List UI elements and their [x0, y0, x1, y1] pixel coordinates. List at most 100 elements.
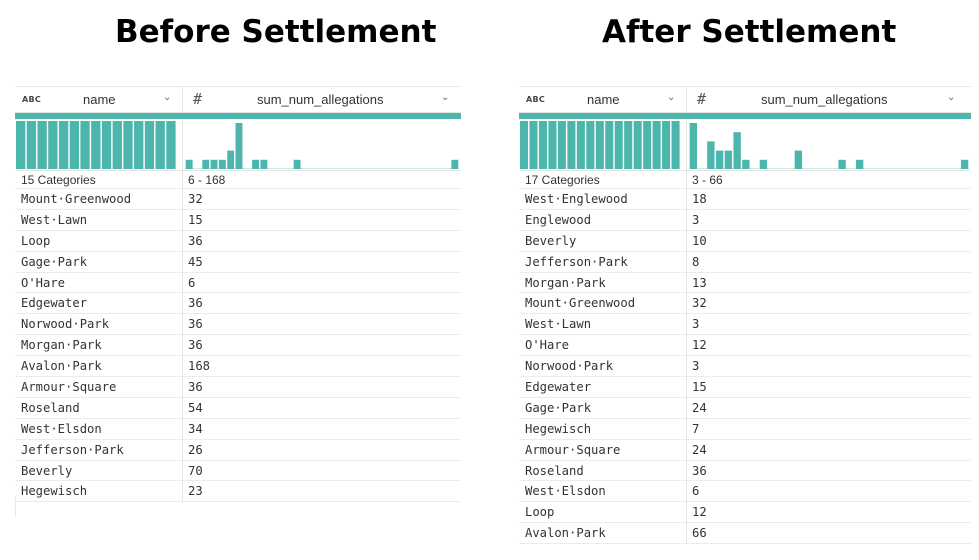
category-bar[interactable]: [614, 121, 623, 169]
value-cell[interactable]: 66: [692, 526, 707, 541]
name-cell[interactable]: Jefferson·Park: [525, 254, 628, 269]
name-cell[interactable]: Armour·Square: [525, 442, 621, 457]
category-bar[interactable]: [16, 121, 26, 169]
category-bar[interactable]: [652, 121, 661, 169]
category-bar[interactable]: [605, 121, 614, 169]
name-cell[interactable]: Jefferson·Park: [21, 442, 124, 457]
name-cell[interactable]: Mount·Greenwood: [525, 296, 636, 311]
value-cell[interactable]: 15: [692, 380, 707, 395]
name-cell[interactable]: Armour·Square: [21, 380, 117, 395]
value-cell[interactable]: 54: [188, 400, 203, 415]
name-cell[interactable]: Roseland: [21, 400, 80, 415]
category-bar[interactable]: [595, 121, 604, 169]
category-bar[interactable]: [144, 121, 155, 169]
value-cell[interactable]: 36: [188, 380, 203, 395]
table-row[interactable]: Hegewisch 23: [15, 481, 461, 503]
name-cell[interactable]: O'Hare: [525, 338, 570, 353]
category-bar[interactable]: [80, 121, 90, 169]
category-bar[interactable]: [520, 121, 529, 169]
value-cell[interactable]: 168: [188, 359, 211, 374]
value-cell[interactable]: 6: [188, 275, 196, 290]
table-row[interactable]: Edgewater 36: [15, 293, 461, 315]
value-cell[interactable]: 36: [188, 296, 203, 311]
category-bar[interactable]: [529, 121, 538, 169]
name-cell[interactable]: Beverly: [21, 463, 73, 478]
value-cell[interactable]: 32: [692, 296, 707, 311]
value-cell[interactable]: 70: [188, 463, 203, 478]
histogram-bin[interactable]: [293, 159, 301, 169]
histogram-bin[interactable]: [202, 159, 210, 169]
category-bar[interactable]: [633, 121, 642, 169]
histogram-bin[interactable]: [707, 141, 715, 169]
category-bar[interactable]: [586, 121, 595, 169]
table-row[interactable]: Avalon·Park 66: [519, 523, 971, 545]
name-cell[interactable]: Hegewisch: [525, 421, 592, 436]
category-bar[interactable]: [69, 121, 79, 169]
histogram-bin[interactable]: [794, 150, 803, 169]
value-cell[interactable]: 32: [188, 192, 203, 206]
value-cell[interactable]: 36: [188, 233, 203, 248]
table-row[interactable]: West·Lawn 3: [519, 314, 971, 336]
value-cell[interactable]: 36: [188, 338, 203, 353]
value-column-header[interactable]: # sum_num_allegations ⌄: [183, 87, 461, 113]
histogram-bin[interactable]: [855, 159, 864, 169]
histogram-bin[interactable]: [689, 123, 698, 169]
category-bar[interactable]: [643, 121, 652, 169]
table-row[interactable]: Mount·Greenwood 32: [15, 189, 461, 210]
category-bar[interactable]: [576, 121, 585, 169]
name-cell[interactable]: Loop: [525, 505, 555, 520]
name-cell[interactable]: West·Lawn: [525, 317, 592, 332]
table-row[interactable]: Loop 12: [519, 502, 971, 524]
value-cell[interactable]: 26: [188, 442, 203, 457]
category-bar[interactable]: [123, 121, 133, 169]
name-cell[interactable]: Edgewater: [525, 380, 592, 395]
value-cell[interactable]: 10: [692, 233, 707, 248]
name-column-header[interactable]: ABC name ⌄: [519, 87, 686, 113]
histogram-bin[interactable]: [742, 159, 750, 169]
table-row[interactable]: Morgan·Park 36: [15, 335, 461, 357]
histogram-bin[interactable]: [733, 132, 741, 169]
value-cell[interactable]: 18: [692, 192, 707, 206]
histogram-bin[interactable]: [210, 159, 218, 169]
value-cell[interactable]: 12: [692, 505, 707, 520]
value-cell[interactable]: 6: [692, 484, 700, 499]
chevron-down-icon[interactable]: ⌄: [667, 92, 676, 103]
name-cell[interactable]: West·Lawn: [21, 212, 88, 227]
category-bar[interactable]: [134, 121, 144, 169]
category-bar[interactable]: [48, 121, 58, 169]
table-row[interactable]: West·Elsdon 6: [519, 481, 971, 503]
category-bar[interactable]: [662, 121, 671, 169]
name-cell[interactable]: Morgan·Park: [21, 338, 102, 353]
value-cell[interactable]: 24: [692, 400, 707, 415]
name-cell[interactable]: Englewood: [525, 212, 592, 227]
name-cell[interactable]: Norwood·Park: [525, 359, 614, 374]
histogram-bin[interactable]: [260, 159, 268, 169]
table-row[interactable]: Hegewisch 7: [519, 418, 971, 440]
value-cell[interactable]: 36: [188, 317, 203, 332]
chevron-down-icon[interactable]: ⌄: [441, 92, 450, 103]
value-cell[interactable]: 12: [692, 338, 707, 353]
name-cell[interactable]: West·Elsdon: [21, 421, 102, 436]
histogram-bin[interactable]: [252, 159, 260, 169]
value-cell[interactable]: 8: [692, 254, 700, 269]
table-row[interactable]: Armour·Square 36: [15, 377, 461, 398]
histogram-bin[interactable]: [759, 159, 768, 169]
category-bar[interactable]: [26, 121, 37, 169]
table-row[interactable]: West·Lawn 15: [15, 209, 461, 231]
table-row[interactable]: Gage·Park 24: [519, 397, 971, 419]
name-cell[interactable]: Norwood·Park: [21, 317, 110, 332]
value-cell[interactable]: 3: [692, 317, 700, 332]
table-row[interactable]: Gage·Park 45: [15, 251, 461, 273]
histogram-bin[interactable]: [960, 159, 969, 169]
value-column-header[interactable]: # sum_num_allegations ⌄: [687, 87, 971, 113]
name-cell[interactable]: Morgan·Park: [525, 275, 606, 290]
name-cell[interactable]: Avalon·Park: [21, 359, 102, 374]
name-cell[interactable]: West·Englewood: [525, 192, 628, 206]
category-bar[interactable]: [101, 121, 112, 169]
table-row[interactable]: Loop 36: [15, 230, 461, 252]
table-row[interactable]: Norwood·Park 36: [15, 314, 461, 336]
table-row[interactable]: O'Hare 12: [519, 335, 971, 357]
value-cell[interactable]: 45: [188, 254, 203, 269]
category-bar[interactable]: [112, 121, 122, 169]
category-bar[interactable]: [538, 121, 548, 169]
